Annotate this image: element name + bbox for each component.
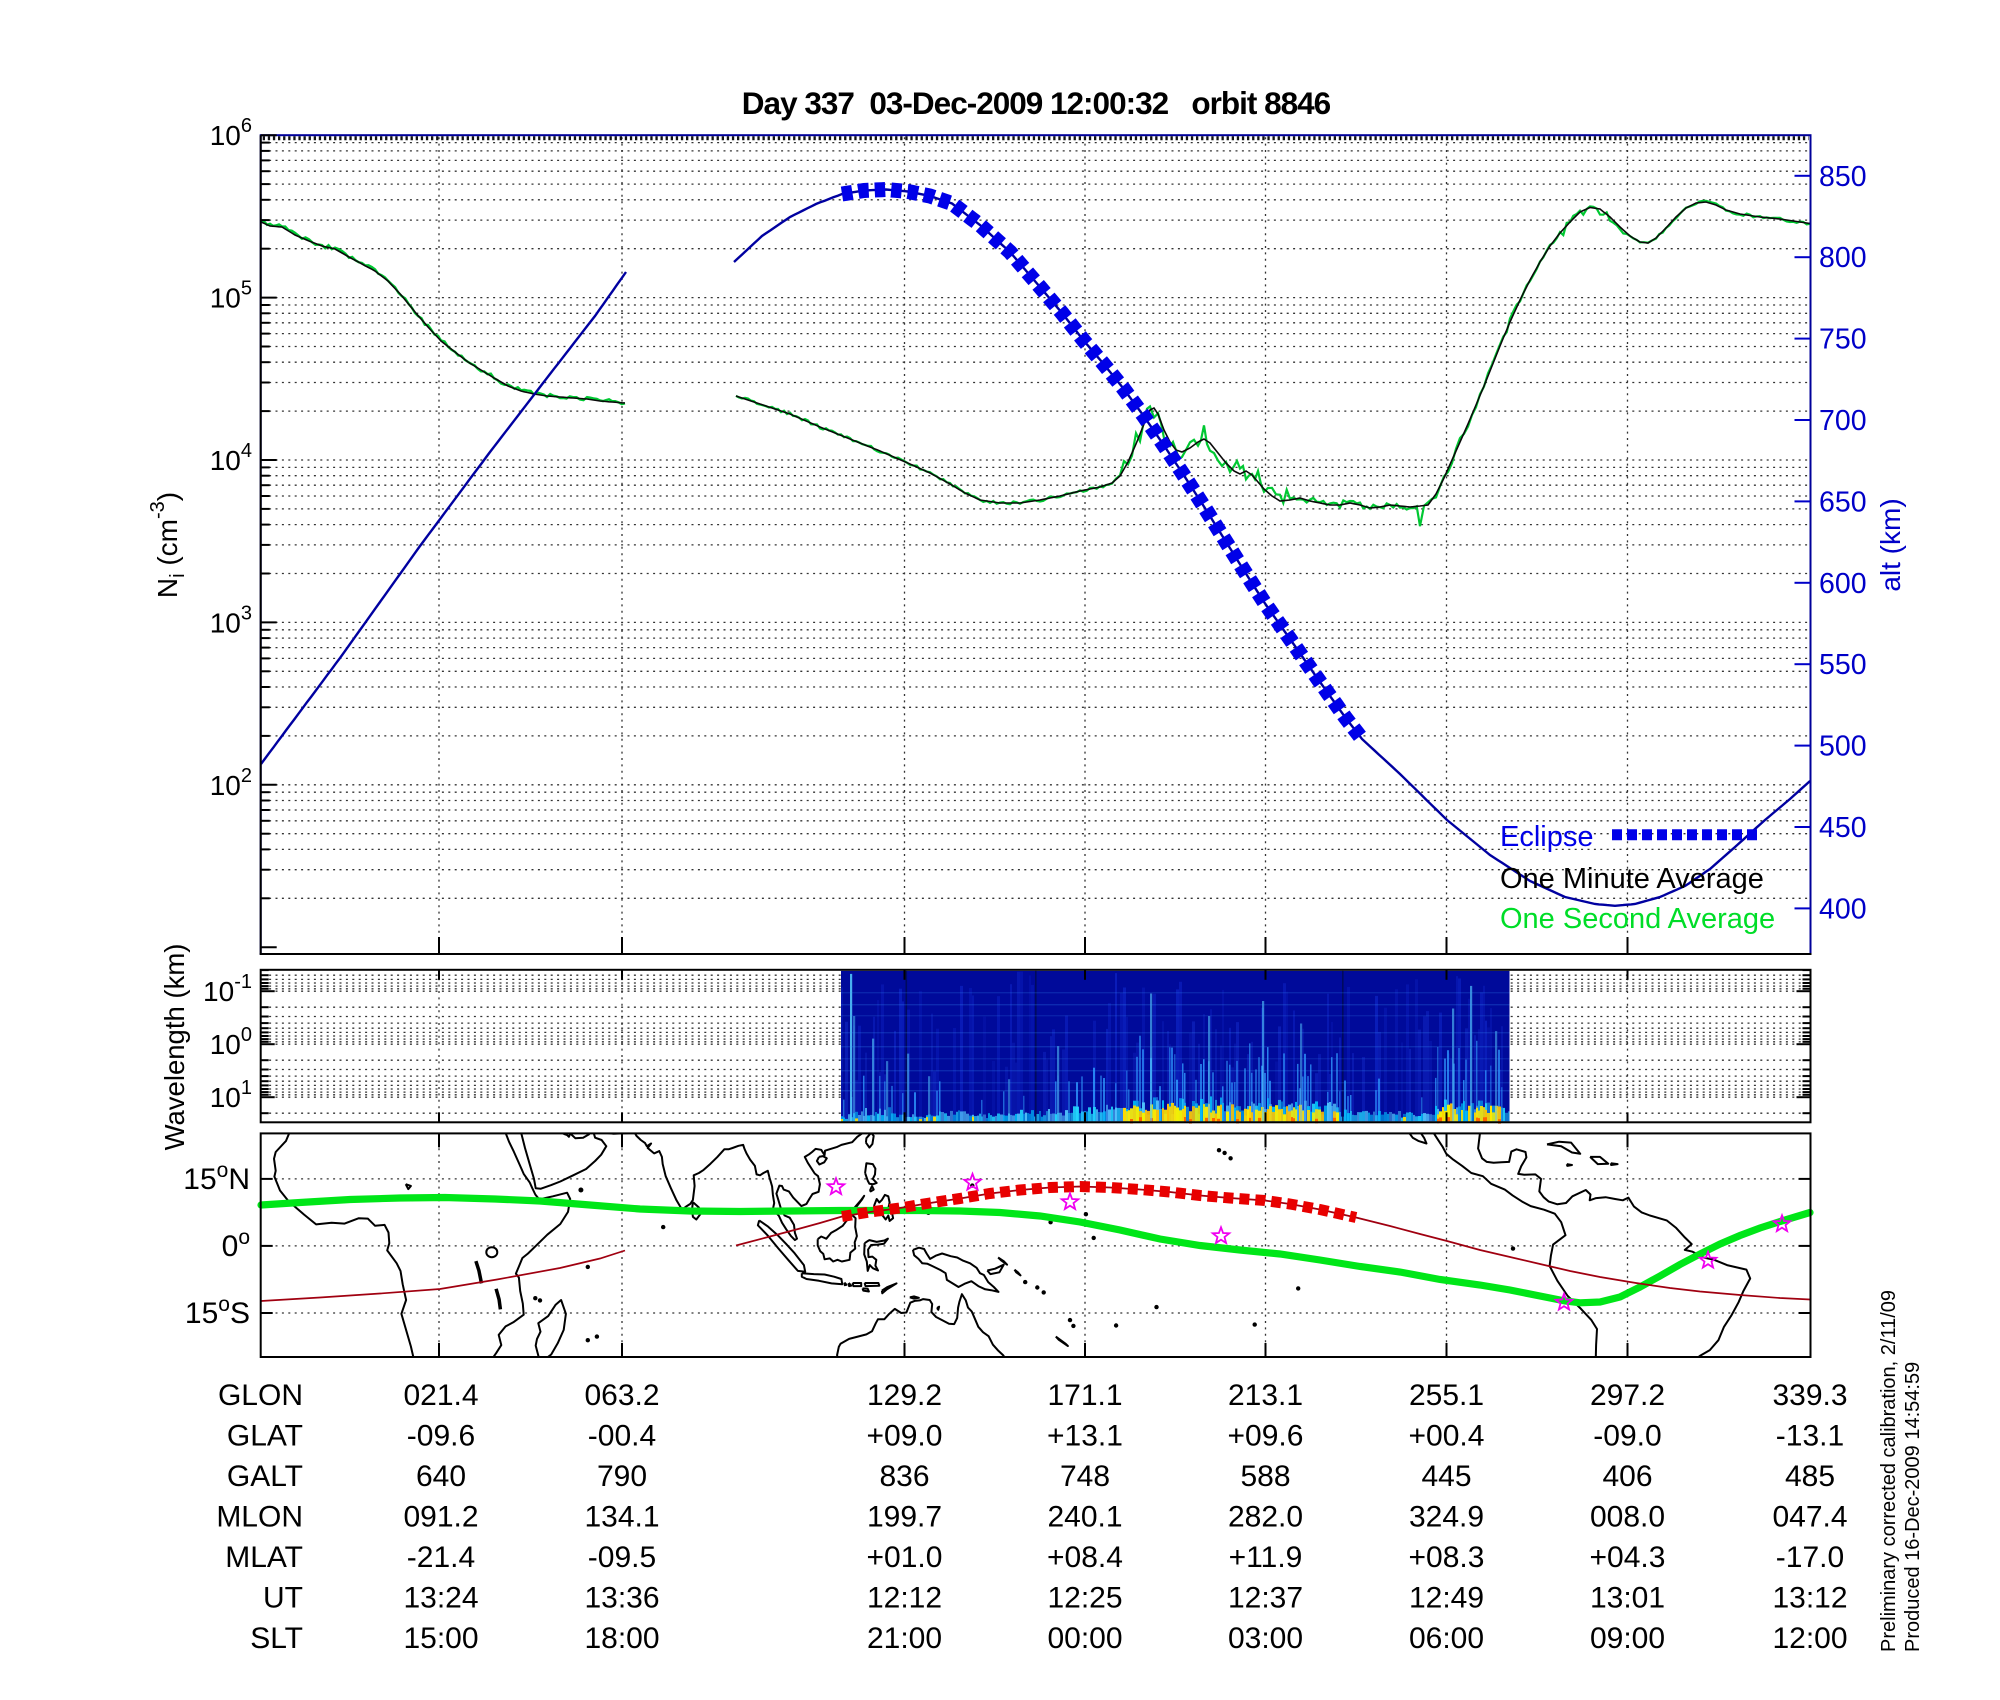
svg-text:UT: UT — [263, 1582, 303, 1615]
svg-text:588: 588 — [1240, 1460, 1290, 1493]
svg-text:199.7: 199.7 — [867, 1501, 942, 1534]
svg-text:063.2: 063.2 — [584, 1379, 659, 1412]
svg-text:12:25: 12:25 — [1047, 1582, 1122, 1615]
svg-text:MLON: MLON — [216, 1501, 303, 1534]
svg-text:13:24: 13:24 — [403, 1582, 478, 1615]
svg-text:Preliminary corrected calibrat: Preliminary corrected calibration, 2/11/… — [1878, 1290, 1900, 1652]
svg-text:+08.3: +08.3 — [1409, 1541, 1485, 1574]
svg-text:03:00: 03:00 — [1228, 1622, 1303, 1655]
svg-text:GLAT: GLAT — [227, 1420, 303, 1453]
svg-text:12:49: 12:49 — [1409, 1582, 1484, 1615]
svg-text:836: 836 — [879, 1460, 929, 1493]
svg-text:550: 550 — [1819, 649, 1867, 681]
svg-text:008.0: 008.0 — [1590, 1501, 1665, 1534]
svg-text:13:01: 13:01 — [1590, 1582, 1665, 1615]
svg-text:alt (km): alt (km) — [1875, 498, 1906, 591]
svg-text:091.2: 091.2 — [403, 1501, 478, 1534]
svg-text:+04.3: +04.3 — [1590, 1541, 1666, 1574]
svg-text:297.2: 297.2 — [1590, 1379, 1665, 1412]
svg-text:500: 500 — [1819, 731, 1867, 763]
svg-text:406: 406 — [1602, 1460, 1652, 1493]
svg-text:650: 650 — [1819, 486, 1867, 518]
svg-text:One Minute Average: One Minute Average — [1500, 863, 1764, 895]
svg-text:+00.4: +00.4 — [1409, 1420, 1485, 1453]
svg-text:MLAT: MLAT — [225, 1541, 303, 1574]
svg-text:324.9: 324.9 — [1409, 1501, 1484, 1534]
svg-text:-00.4: -00.4 — [588, 1420, 656, 1453]
svg-text:282.0: 282.0 — [1228, 1501, 1303, 1534]
svg-text:+11.9: +11.9 — [1229, 1541, 1303, 1574]
svg-text:SLT: SLT — [250, 1622, 303, 1655]
svg-text:-09.0: -09.0 — [1593, 1420, 1661, 1453]
svg-text:850: 850 — [1819, 161, 1867, 193]
svg-text:255.1: 255.1 — [1409, 1379, 1484, 1412]
svg-text:240.1: 240.1 — [1047, 1501, 1122, 1534]
svg-text:Eclipse: Eclipse — [1500, 821, 1594, 853]
svg-text:021.4: 021.4 — [403, 1379, 478, 1412]
svg-text:750: 750 — [1819, 324, 1867, 356]
svg-text:06:00: 06:00 — [1409, 1622, 1484, 1655]
svg-text:213.1: 213.1 — [1228, 1379, 1303, 1412]
svg-text:00:00: 00:00 — [1047, 1622, 1122, 1655]
svg-text:Ni (cm-3): Ni (cm-3) — [147, 492, 189, 598]
svg-text:+09.0: +09.0 — [867, 1420, 943, 1453]
svg-text:09:00: 09:00 — [1590, 1622, 1665, 1655]
svg-text:134.1: 134.1 — [584, 1501, 659, 1534]
svg-text:445: 445 — [1421, 1460, 1471, 1493]
svg-text:600: 600 — [1819, 568, 1867, 600]
svg-text:Day 337 03-Dec-2009 12:00:32: Day 337 03-Dec-2009 12:00:32 orbit 8846 — [742, 85, 1331, 121]
svg-text:10-1: 10-1 — [203, 971, 252, 1007]
svg-text:790: 790 — [597, 1460, 647, 1493]
svg-text:GALT: GALT — [227, 1460, 303, 1493]
svg-text:+09.6: +09.6 — [1228, 1420, 1304, 1453]
svg-text:485: 485 — [1785, 1460, 1835, 1493]
svg-text:21:00: 21:00 — [867, 1622, 942, 1655]
svg-text:13:12: 13:12 — [1772, 1582, 1847, 1615]
svg-text:-17.0: -17.0 — [1776, 1541, 1844, 1574]
svg-text:-09.5: -09.5 — [588, 1541, 656, 1574]
svg-text:-13.1: -13.1 — [1776, 1420, 1844, 1453]
svg-text:-09.6: -09.6 — [407, 1420, 475, 1453]
svg-text:18:00: 18:00 — [584, 1622, 659, 1655]
svg-text:12:12: 12:12 — [867, 1582, 942, 1615]
svg-text:GLON: GLON — [218, 1379, 303, 1412]
svg-text:800: 800 — [1819, 242, 1867, 274]
svg-text:748: 748 — [1060, 1460, 1110, 1493]
svg-text:640: 640 — [416, 1460, 466, 1493]
svg-text:171.1: 171.1 — [1047, 1379, 1122, 1412]
svg-text:12:37: 12:37 — [1228, 1582, 1303, 1615]
svg-text:15:00: 15:00 — [403, 1622, 478, 1655]
svg-text:Produced 16-Dec-2009 14:54:59: Produced 16-Dec-2009 14:54:59 — [1902, 1362, 1924, 1652]
svg-text:+08.4: +08.4 — [1047, 1541, 1123, 1574]
svg-text:13:36: 13:36 — [584, 1582, 659, 1615]
svg-text:129.2: 129.2 — [867, 1379, 942, 1412]
svg-text:047.4: 047.4 — [1772, 1501, 1847, 1534]
svg-text:+13.1: +13.1 — [1047, 1420, 1123, 1453]
svg-text:+01.0: +01.0 — [867, 1541, 943, 1574]
svg-text:One Second Average: One Second Average — [1500, 903, 1775, 935]
svg-text:400: 400 — [1819, 893, 1867, 925]
svg-text:-21.4: -21.4 — [407, 1541, 475, 1574]
svg-text:15oN: 15oN — [183, 1159, 250, 1196]
svg-text:12:00: 12:00 — [1772, 1622, 1847, 1655]
svg-text:450: 450 — [1819, 812, 1867, 844]
svg-text:15oS: 15oS — [185, 1293, 250, 1330]
svg-text:Wavelength (km): Wavelength (km) — [159, 944, 190, 1151]
svg-text:700: 700 — [1819, 405, 1867, 437]
svg-text:339.3: 339.3 — [1772, 1379, 1847, 1412]
